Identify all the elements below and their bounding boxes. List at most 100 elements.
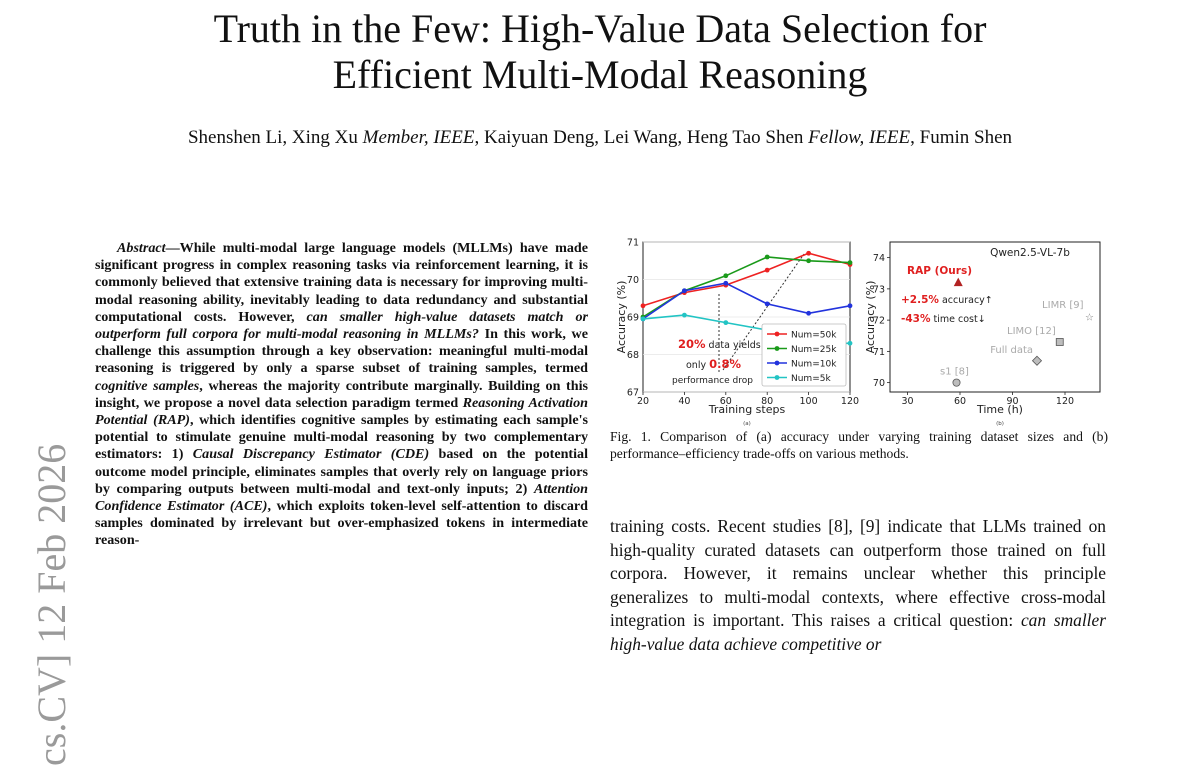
figure-caption: Fig. 1. Comparison of (a) accuracy under…	[610, 429, 1108, 461]
panel-a-xtick-label: 40	[678, 396, 690, 407]
annotation-diagonal-line	[722, 253, 805, 371]
panel-a-ytick-label: 67	[627, 388, 639, 399]
series-line-num10k	[642, 282, 851, 320]
panel-b-xtick-label: 90	[1006, 396, 1018, 407]
point-label-s1-8: s1 [8]	[940, 367, 969, 378]
legend-label: Num=10k	[791, 360, 837, 370]
abstract-text-1: —While multi-modal large language models…	[95, 240, 588, 325]
series-point	[723, 280, 729, 286]
title-line-1: Truth in the Few: High-Value Data Select…	[213, 6, 987, 51]
body-text: training costs. Recent studies [8], [9] …	[610, 515, 1106, 656]
title-line-2: Efficient Multi-Modal Reasoning	[332, 52, 868, 97]
figure-1: 67 68 69 70 71 20 40 60 80 100 120 20% data yields…	[610, 232, 1110, 432]
panel-b-ytick-label: 73	[873, 284, 885, 295]
panel-b-xtick-label: 120	[1056, 396, 1074, 407]
panel-a-xtick-label: 20	[637, 396, 649, 407]
abstract: Abstract—While multi-modal large languag…	[95, 240, 588, 550]
series-point	[682, 312, 687, 318]
panel-a-xtick-label: 80	[761, 396, 773, 407]
legend-label: Num=25k	[791, 345, 837, 355]
panel-a-ylabel: Accuracy (%)	[615, 281, 628, 354]
panel-b-frame	[889, 241, 1101, 393]
series-point	[723, 320, 729, 326]
series-point	[847, 340, 853, 346]
panel-b-xlabel: Time (h)	[976, 403, 1023, 416]
panel-a-legend-box	[761, 323, 847, 387]
panel-b-xtick-label: 30	[901, 396, 913, 407]
legend-marker	[774, 360, 780, 366]
point-rap-ours	[953, 277, 963, 287]
annotation-line-1: 20% data yields	[678, 337, 761, 351]
arxiv-stamp: cs.CV] 12 Feb 2026	[29, 443, 74, 766]
series-point	[723, 273, 729, 279]
panel-a-sublabel: (a)	[743, 421, 751, 427]
series-line-num25k	[642, 256, 851, 318]
abstract-text-2: In this work, we challenge this assumpti…	[95, 326, 588, 377]
panel-b-ylabel: Accuracy (%)	[864, 281, 877, 354]
panel-a-ytick-label: 70	[627, 275, 639, 286]
abstract-label: Abstract	[117, 240, 166, 256]
panel-a-series	[640, 250, 853, 346]
point-label-limo-12: LIMO [12]	[1007, 326, 1056, 337]
panel-b-title: Qwen2.5-VL-7b	[990, 247, 1070, 259]
term-ace: Attention Confidence Estimator (ACE)	[95, 480, 588, 515]
legend-marker	[774, 331, 780, 337]
abstract-text-3: , whereas the majority contribute margin…	[95, 377, 588, 411]
panel-a-ticks: 67 68 69 70 71 20 40 60 80 100 120	[627, 238, 859, 408]
series-point	[806, 310, 811, 316]
panel-a-xlabel: Training steps	[708, 403, 786, 416]
panel-a-xtick-label: 100	[800, 396, 818, 407]
author-list: Shenshen Li, Xing Xu Member, IEEE, Kaiyu…	[0, 126, 1200, 150]
panel-b-ytick-label: 74	[873, 253, 885, 264]
annotation-line-3: performance drop	[672, 376, 753, 386]
annotation-line-2: only 0.8%	[686, 357, 741, 371]
point-label-limr-9: LIMR [9]	[1042, 300, 1084, 311]
abstract-question: can smaller high-value datasets match or…	[95, 308, 588, 343]
body-text-1: training costs. Recent studies [8], [9] …	[610, 516, 1106, 630]
panel-a-ytick-label: 68	[627, 350, 639, 361]
series-point	[847, 303, 853, 309]
legend-label: Num=5k	[791, 374, 831, 384]
abstract-text-4: , which identifies cognitive samples by …	[95, 412, 589, 463]
panel-a-xtick-label: 120	[841, 396, 859, 407]
point-limr-9: ☆	[1085, 313, 1094, 324]
term-rap: Reasoning Activation Potential (RAP)	[95, 394, 588, 429]
authors-part-1: Shenshen Li, Xing Xu	[187, 127, 363, 148]
abstract-text-6: , which exploits token-level self-attent…	[95, 498, 588, 549]
time-gain-label: -43% time cost↓	[901, 313, 986, 325]
abstract-paragraph: Abstract—While multi-modal large languag…	[95, 240, 588, 550]
panel-a-legend: Num=50k Num=25k Num=10k Num=5k	[767, 331, 837, 384]
series-point	[764, 254, 770, 260]
affiliation-fellow: Fellow, IEEE	[808, 127, 911, 148]
point-s1-8	[952, 378, 961, 387]
panel-b-ticks: 70 71 72 73 74 30 60 90 120	[873, 253, 1074, 407]
panel-b-points: ☆LIMR [9] LIMO [12] Full data s1 [8]	[940, 277, 1094, 387]
point-limo-12	[1055, 338, 1064, 346]
affiliation-member: Member, IEEE	[362, 127, 475, 148]
accuracy-gain-label: +2.5% accuracy↑	[901, 294, 993, 306]
panel-a-ytick-label: 71	[627, 238, 639, 249]
term-cognitive-samples: cognitive samples	[95, 377, 200, 394]
paper-title: Truth in the Few: High-Value Data Select…	[0, 6, 1200, 98]
panel-b-xtick-label: 60	[954, 396, 966, 407]
panel-b-sublabel: (b)	[996, 421, 1004, 427]
panel-a-xtick-label: 60	[720, 396, 732, 407]
series-point	[640, 316, 646, 322]
abstract-text-5: based on the potential outcome model pri…	[95, 446, 588, 497]
legend-label: Num=50k	[791, 331, 837, 341]
series-point	[847, 260, 853, 266]
series-point	[806, 250, 811, 256]
figure-1-svg: 67 68 69 70 71 20 40 60 80 100 120 20% data yields…	[615, 238, 1101, 427]
legend-marker	[774, 375, 780, 380]
panel-b-ytick-label: 70	[873, 378, 885, 389]
point-full-data	[1031, 355, 1043, 366]
series-point	[764, 301, 770, 307]
panel-a-ytick-label: 69	[627, 313, 639, 324]
series-point	[806, 258, 811, 264]
panel-b-ytick-label: 71	[873, 347, 885, 358]
term-cde: Causal Discrepancy Estimator (CDE)	[192, 446, 430, 463]
panel-b-ytick-label: 72	[873, 316, 885, 327]
series-point	[682, 288, 687, 294]
series-point	[640, 303, 646, 309]
rap-label: RAP (Ours)	[907, 265, 972, 277]
